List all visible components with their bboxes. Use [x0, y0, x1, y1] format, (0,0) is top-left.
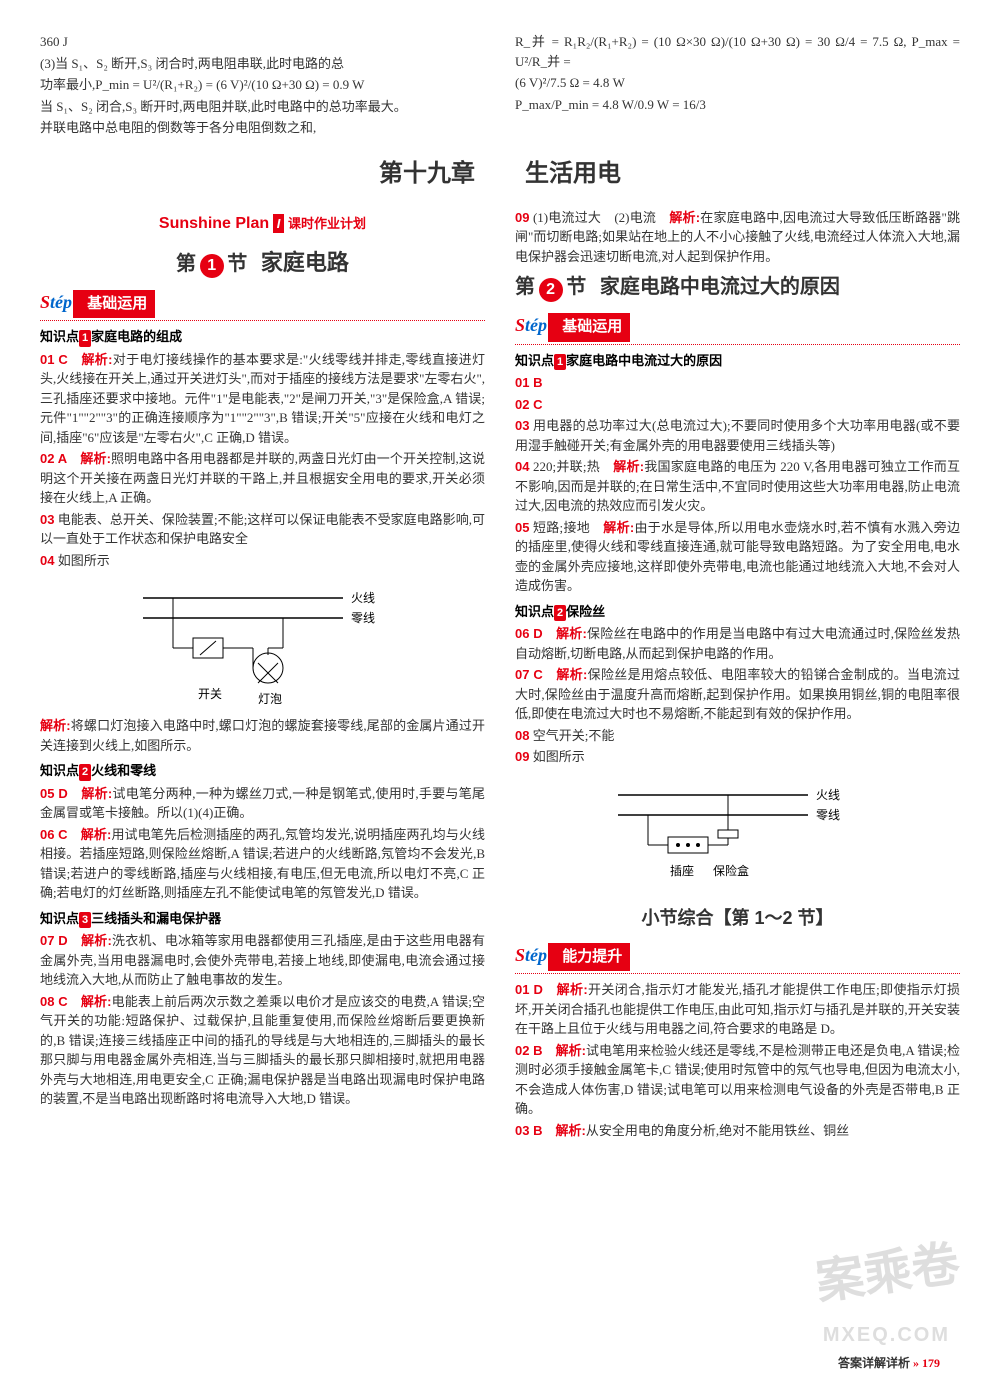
watermark-1: 案乘卷	[812, 1228, 965, 1319]
footer: 答案详解详析 » 179	[838, 1354, 940, 1372]
l-q02: 02 A 解析:照明电路中各用电器都是并联的,两盏日光灯由一个开关控制,这说明这…	[40, 449, 485, 508]
svg-text:零线: 零线	[816, 808, 840, 822]
r-s2q04: 04 220;并联;热 解析:我国家庭电路的电压为 220 V,各用电器可独立工…	[515, 457, 960, 516]
l-q04-2: 解析:将螺口灯泡接入电路中时,螺口灯泡的螺旋套接零线,尾部的金属片通过开关连接到…	[40, 716, 485, 755]
r-s2q08: 08 空气开关;不能	[515, 726, 960, 746]
l-q05: 05 D 解析:试电笔分两种,一种为螺丝刀式,一种是钢笔式,使用时,手要与笔尾金…	[40, 784, 485, 823]
l-q01: 01 C 解析:对于电灯接线操作的基本要求是:"火线零线并排走,零线直接进灯头,…	[40, 350, 485, 448]
kp1: 知识点1家庭电路的组成	[40, 327, 485, 347]
top-l4: 当 S₁、S₂ 闭合,S₃ 断开时,两电阻并联,此时电路中的总功率最大。	[40, 97, 485, 117]
r-s2q01: 01 B	[515, 373, 960, 393]
sub-title: 小节综合【第 1～2 节】	[515, 905, 960, 932]
svg-text:火线: 火线	[816, 788, 840, 802]
kp2: 知识点2火线和零线	[40, 761, 485, 781]
top-l3: 功率最小,P_min = U²/(R₁+R₂) = (6 V)²/(10 Ω+3…	[40, 75, 485, 95]
l-q08: 08 C 解析:电能表上前后两次示数之差乘以电价才是应该交的电费,A 错误;空气…	[40, 992, 485, 1109]
step-jichu: Stép 基础运用	[40, 289, 485, 322]
section1-title: 第 1 节 家庭电路	[40, 246, 485, 279]
r-s2q06: 06 D 解析:保险丝在电路中的作用是当电路中有过大电流通过时,保险丝发热自动熔…	[515, 624, 960, 663]
top-r2: (6 V)²/7.5 Ω = 4.8 W	[515, 73, 960, 93]
step-jichu-2: Stép 基础运用	[515, 312, 960, 345]
chapter-right: 生活用电	[515, 156, 960, 192]
l-q04: 04 如图所示	[40, 551, 485, 571]
r-cq02: 02 B 解析:试电笔用来检验火线还是零线,不是检测带正电还是负电,A 错误;检…	[515, 1041, 960, 1119]
diagram-2: 火线 零线 插座 保险盒	[608, 775, 868, 895]
step-nengli: Stép 能力提升	[515, 942, 960, 975]
svg-text:插座: 插座	[670, 863, 694, 878]
left-column: Sunshine Plan I 课时作业计划 第 1 节 家庭电路 Stép 基…	[40, 206, 485, 1143]
top-l5: 并联电路中总电阻的倒数等于各分电阻倒数之和,	[40, 118, 485, 138]
svg-text:保险盒: 保险盒	[713, 863, 749, 878]
right-column: 09 (1)电流过大 (2)电流 解析:在家庭电路中,因电流过大导致低压断路器"…	[515, 206, 960, 1143]
svg-text:灯泡: 灯泡	[258, 692, 282, 706]
r-q09: 09 (1)电流过大 (2)电流 解析:在家庭电路中,因电流过大导致低压断路器"…	[515, 208, 960, 267]
top-l2: (3)当 S₁、S₂ 断开,S₃ 闭合时,两电阻串联,此时电路的总	[40, 54, 485, 74]
r-s2q05: 05 短路;接地 解析:由于水是导体,所以用电水壶烧水时,若不慎有水溅入旁边的插…	[515, 518, 960, 596]
r-s2q02: 02 C	[515, 395, 960, 415]
l-q07: 07 D 解析:洗衣机、电冰箱等家用电器都使用三孔插座,是由于这些用电器有金属外…	[40, 931, 485, 990]
l-q03: 03 电能表、总开关、保险装置;不能;这样可以保证电能表不受家庭电路影响,可以一…	[40, 510, 485, 549]
watermark-2: MXEQ.COM	[823, 1320, 950, 1350]
svg-text:零线: 零线	[351, 611, 375, 625]
kp-s2-2: 知识点2保险丝	[515, 602, 960, 622]
brand-row: Sunshine Plan I 课时作业计划	[40, 212, 485, 236]
top-r3: P_max/P_min = 4.8 W/0.9 W = 16/3	[515, 95, 960, 115]
chapter-left: 第十九章	[40, 156, 485, 192]
svg-text:开关: 开关	[198, 687, 222, 701]
r-s2q07: 07 C 解析:保险丝是用熔点较低、电阻率较大的铅锑合金制成的。当电流过大时,保…	[515, 665, 960, 724]
section2-title: 第 2 节 家庭电路中电流过大的原因	[515, 272, 960, 302]
r-cq03: 03 B 解析:从安全用电的角度分析,绝对不能用铁丝、铜丝	[515, 1121, 960, 1141]
kp-s2-1: 知识点1家庭电路中电流过大的原因	[515, 351, 960, 371]
diagram-1: 火线 零线 开关 灯泡	[133, 578, 393, 708]
r-s2q03: 03 用电器的总功率过大(总电流过大);不要同时使用多个大功率用电器(或不要用湿…	[515, 416, 960, 455]
top-r1: R_并 = R₁R₂/(R₁+R₂) = (10 Ω×30 Ω)/(10 Ω+3…	[515, 32, 960, 71]
r-cq01: 01 D 解析:开关闭合,指示灯才能发光,插孔才能提供工作电压;即使指示灯损坏,…	[515, 980, 960, 1039]
kp3: 知识点3三线插头和漏电保护器	[40, 909, 485, 929]
l-q06: 06 C 解析:用试电笔先后检测插座的两孔,氖管均发光,说明插座两孔均与火线相接…	[40, 825, 485, 903]
svg-text:火线: 火线	[351, 591, 375, 605]
r-s2q09: 09 如图所示	[515, 747, 960, 767]
top-l1: 360 J	[40, 32, 485, 52]
